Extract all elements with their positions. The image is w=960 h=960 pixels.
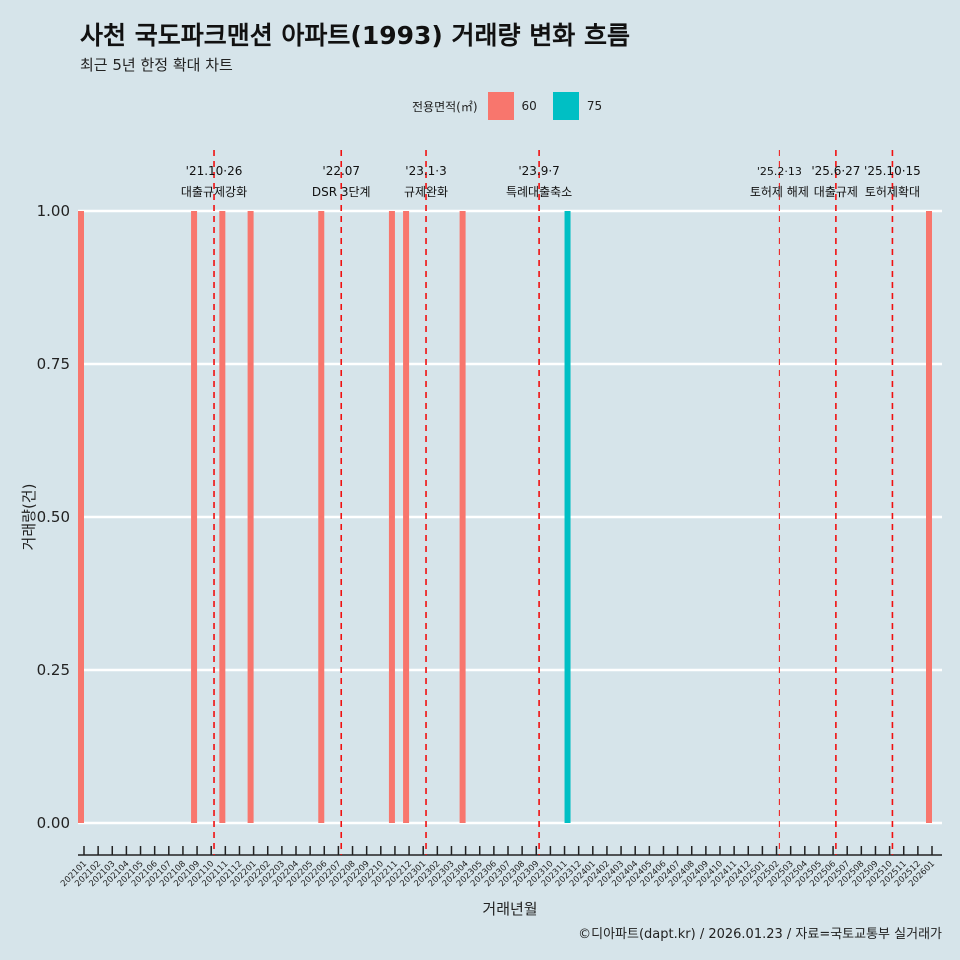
bar-60-202109: [191, 211, 198, 823]
event-date: '21.10·26: [186, 164, 243, 178]
bar-60-202212: [403, 211, 410, 823]
y-tick-label: 0.00: [37, 814, 70, 832]
legend-label-60: 60: [521, 99, 537, 113]
event-label: 규제완화: [404, 185, 448, 199]
event-label: 토허제 해제: [750, 185, 809, 199]
chart-title: 사천 국도파크맨션 아파트(1993) 거래량 변화 흐름: [80, 21, 630, 50]
bar-60-202111: [219, 211, 226, 823]
bar-60-202206: [318, 211, 325, 823]
legend-swatch-60: [487, 92, 514, 120]
bar-75-202311: [564, 211, 571, 823]
chart-subtitle: 최근 5년 한정 확대 차트: [80, 56, 233, 74]
y-axis-title: 거래량(건): [20, 484, 38, 551]
bar-60-202304: [459, 211, 466, 823]
caption: ©디아파트(dapt.kr) / 2026.01.23 / 자료=국토교통부 실…: [578, 927, 942, 942]
legend-title: 전용면적(㎡): [412, 99, 478, 114]
event-label: 특례대출축소: [506, 185, 572, 199]
event-label: DSR 3단계: [312, 185, 371, 199]
event-label: 대출규제: [814, 185, 858, 199]
y-tick-label: 1.00: [37, 202, 70, 220]
event-date: '25.10·15: [864, 164, 921, 178]
legend-label-75: 75: [586, 99, 603, 113]
bar-60-202101: [78, 211, 84, 823]
event-label: 토허제확대: [865, 185, 920, 199]
x-axis-title: 거래년월: [482, 900, 537, 918]
y-tick-label: 0.25: [37, 661, 70, 679]
event-date: '22.07: [322, 164, 360, 178]
bar-60-202201: [247, 211, 254, 823]
bar-60-202601: [926, 211, 932, 823]
event-date: '23.9·7: [518, 164, 559, 178]
y-tick-label: 0.50: [37, 508, 70, 526]
bar-60-202211: [388, 211, 395, 823]
event-date: '25.6·27: [811, 164, 860, 178]
event-date: '23.1·3: [405, 164, 446, 178]
legend: 전용면적(㎡) 60 75: [412, 92, 602, 120]
event-date: '25.2·13: [757, 165, 802, 178]
y-tick-label: 0.75: [37, 355, 70, 373]
legend-swatch-75: [552, 92, 579, 120]
event-label: 대출규제강화: [181, 185, 247, 199]
